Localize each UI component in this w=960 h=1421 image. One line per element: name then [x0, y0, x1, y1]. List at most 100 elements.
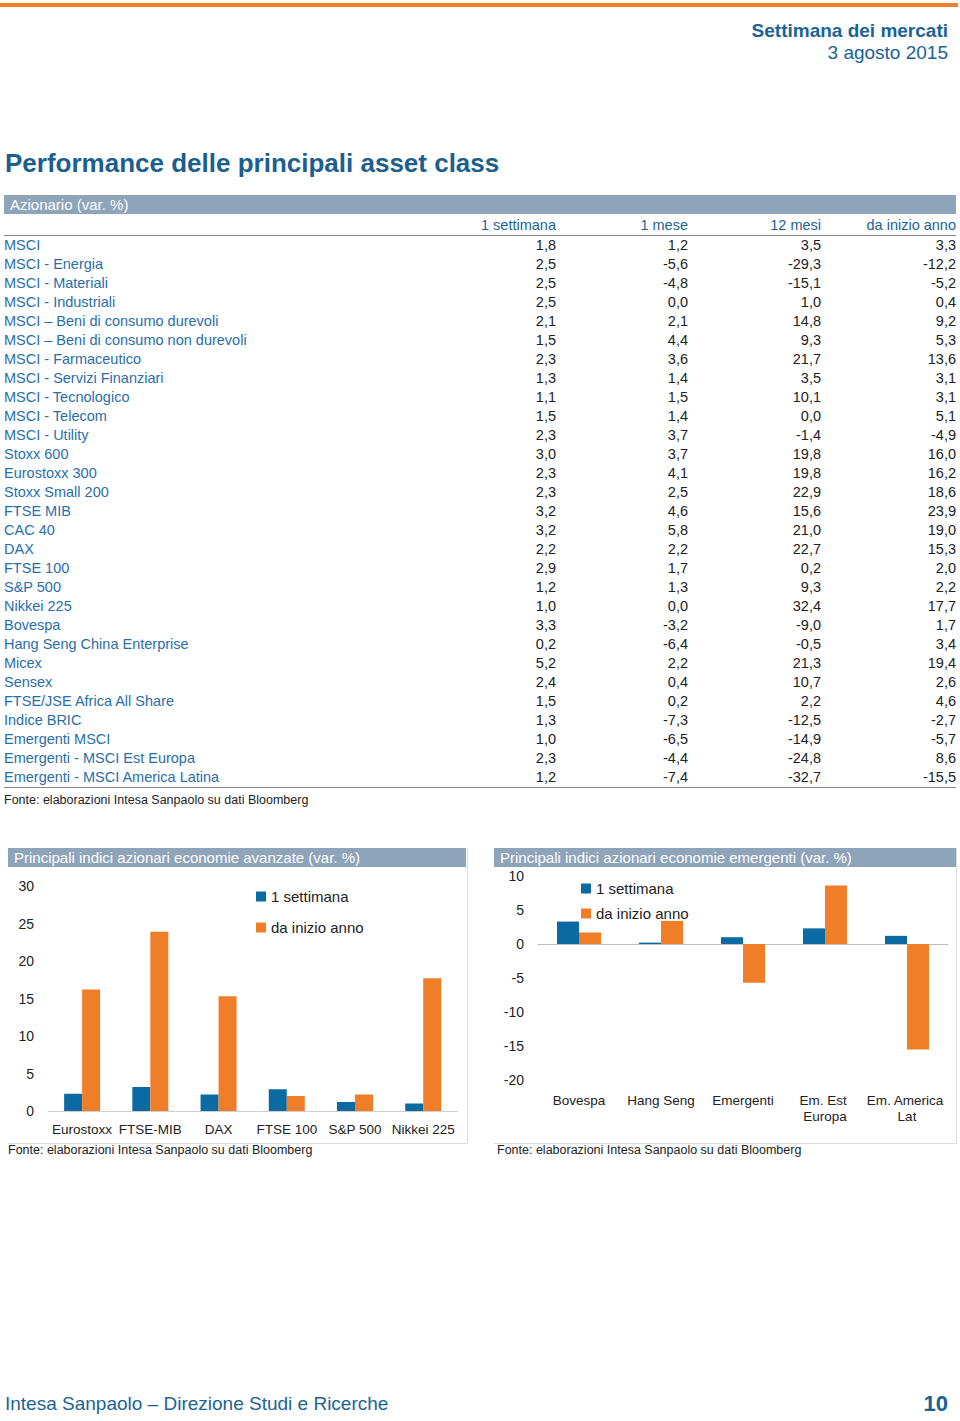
svg-text:Eurostoxx: Eurostoxx: [52, 1122, 112, 1137]
html-text:MSCI – Beni di consumo durevol: MSCI – Beni di consumo durevoli: [4, 313, 219, 329]
html-text:5,1: 5,1: [935, 408, 956, 424]
html-text:MSCI - Telecom: MSCI - Telecom: [4, 408, 107, 424]
html-text:2,5: 2,5: [535, 294, 556, 310]
html-text:MSCI - Materiali: MSCI - Materiali: [4, 275, 108, 291]
html-text:13,6: 13,6: [927, 351, 956, 367]
html-text:MSCI – Beni di consumo non dur: MSCI – Beni di consumo non durevoli: [4, 332, 247, 348]
svg-text:10: 10: [508, 868, 524, 884]
html-text:MSCI - Industriali: MSCI - Industriali: [4, 294, 116, 310]
html-text:14,8: 14,8: [792, 313, 821, 329]
svg-text:Em. America: Em. America: [867, 1093, 947, 1108]
html-text:1,5: 1,5: [667, 389, 688, 405]
svg-text:Em. Est: Em. Est: [799, 1093, 850, 1108]
svg-text:Hang Seng: Hang Seng: [627, 1093, 695, 1108]
svg-text:Nikkei 225: Nikkei 225: [392, 1122, 455, 1137]
html-text:1 settimana: 1 settimana: [481, 216, 556, 233]
html-text:3,6: 3,6: [667, 351, 688, 367]
html-text:MSCI - Tecnologico: MSCI - Tecnologico: [4, 389, 130, 405]
svg-text:FTSE-MIB: FTSE-MIB: [119, 1122, 182, 1137]
html-text:Stoxx 600: Stoxx 600: [4, 446, 69, 462]
svg-text:da inizio anno: da inizio anno: [271, 919, 364, 936]
html-text:Settimana dei mercati: Settimana dei mercati: [751, 20, 948, 41]
svg-text:-15: -15: [504, 1038, 524, 1054]
html-text:3,7: 3,7: [667, 427, 688, 443]
html-text:MSCI - Farmaceutico: MSCI - Farmaceutico: [4, 351, 141, 367]
html-text:-12,2: -12,2: [922, 256, 956, 272]
html-text:Intesa Sanpaolo – Direzione St: Intesa Sanpaolo – Direzione Studi e Rice…: [5, 1393, 389, 1414]
html-text:1,4: 1,4: [667, 408, 688, 424]
html-text:2,1: 2,1: [535, 313, 556, 329]
html-text:10,1: 10,1: [792, 389, 821, 405]
svg-text:0: 0: [516, 936, 524, 952]
html-text:MSCI - Energia: MSCI - Energia: [4, 256, 104, 272]
html-text:MSCI - Servizi Finanziari: MSCI - Servizi Finanziari: [4, 370, 164, 386]
html-text:9,3: 9,3: [800, 332, 821, 348]
html-text:12 mesi: 12 mesi: [770, 216, 821, 233]
svg-text:Lat: Lat: [898, 1109, 917, 1124]
html-text:0,0: 0,0: [800, 408, 821, 424]
html-text:0,0: 0,0: [667, 294, 688, 310]
html-text:2,3: 2,3: [535, 351, 556, 367]
svg-text:25: 25: [18, 916, 34, 932]
html-text:3,3: 3,3: [935, 237, 956, 253]
svg-text:15: 15: [18, 991, 34, 1007]
html-text:3,1: 3,1: [935, 389, 956, 405]
svg-text:Bovespa: Bovespa: [553, 1093, 606, 1108]
svg-text:1 settimana: 1 settimana: [596, 880, 674, 897]
html-text:3,5: 3,5: [800, 237, 821, 253]
html-text:-4,9: -4,9: [931, 427, 956, 443]
html-text:-5,2: -5,2: [931, 275, 956, 291]
html-text:-4,8: -4,8: [663, 275, 688, 291]
html-text:2,5: 2,5: [535, 275, 556, 291]
svg-text:-20: -20: [504, 1072, 524, 1088]
svg-text:da inizio anno: da inizio anno: [596, 905, 689, 922]
html-text:-5,6: -5,6: [663, 256, 688, 272]
svg-text:FTSE 100: FTSE 100: [256, 1122, 317, 1137]
html-text:1,2: 1,2: [667, 237, 688, 253]
html-text:1,3: 1,3: [535, 370, 556, 386]
svg-text:DAX: DAX: [205, 1122, 233, 1137]
svg-text:30: 30: [18, 878, 34, 894]
html-text:MSCI: MSCI: [4, 237, 41, 253]
html-text:-1,4: -1,4: [796, 427, 821, 443]
svg-text:5: 5: [26, 1066, 34, 1082]
html-text:1,5: 1,5: [535, 332, 556, 348]
svg-text:5: 5: [516, 902, 524, 918]
html-text:3,1: 3,1: [935, 370, 956, 386]
html-text:2,5: 2,5: [535, 256, 556, 272]
html-text:Performance delle principali a: Performance delle principali asset class: [5, 148, 500, 178]
svg-text:-5: -5: [512, 970, 525, 986]
html-text:21,7: 21,7: [792, 351, 821, 367]
html-text:5,3: 5,3: [935, 332, 956, 348]
svg-text:1 settimana: 1 settimana: [271, 888, 349, 905]
html-text:2,3: 2,3: [535, 427, 556, 443]
html-text:1,1: 1,1: [535, 389, 556, 405]
html-text:10: 10: [923, 1391, 948, 1416]
html-text:9,2: 9,2: [935, 313, 956, 329]
html-text:Principali indici azionari eco: Principali indici azionari economie emer…: [500, 849, 852, 866]
html-text:4,4: 4,4: [667, 332, 688, 348]
html-text:3,5: 3,5: [800, 370, 821, 386]
html-text:1,0: 1,0: [800, 294, 821, 310]
svg-text:0: 0: [26, 1103, 34, 1119]
html-text:-29,3: -29,3: [787, 256, 821, 272]
html-text:Azionario (var. %): Azionario (var. %): [10, 196, 129, 213]
html-text:1,5: 1,5: [535, 408, 556, 424]
html-text:2,1: 2,1: [667, 313, 688, 329]
svg-text:S&P 500: S&P 500: [328, 1122, 381, 1137]
html-text:1,8: 1,8: [535, 237, 556, 253]
html-text:-15,1: -15,1: [787, 275, 821, 291]
svg-text:-10: -10: [504, 1004, 524, 1020]
svg-text:Emergenti: Emergenti: [712, 1093, 774, 1108]
html-text:3,0: 3,0: [535, 446, 556, 462]
svg-text:Europa: Europa: [803, 1109, 847, 1124]
html-text:0,4: 0,4: [935, 294, 956, 310]
html-text:Principali indici azionari eco: Principali indici azionari economie avan…: [14, 849, 360, 866]
svg-text:10: 10: [18, 1028, 34, 1044]
html-text:3 agosto 2015: 3 agosto 2015: [827, 42, 948, 63]
html-text:MSCI - Utility: MSCI - Utility: [4, 427, 89, 443]
html-text:da inizio anno: da inizio anno: [866, 216, 956, 233]
html-text:1,4: 1,4: [667, 370, 688, 386]
svg-text:20: 20: [18, 953, 34, 969]
html-text:1 mese: 1 mese: [640, 216, 688, 233]
